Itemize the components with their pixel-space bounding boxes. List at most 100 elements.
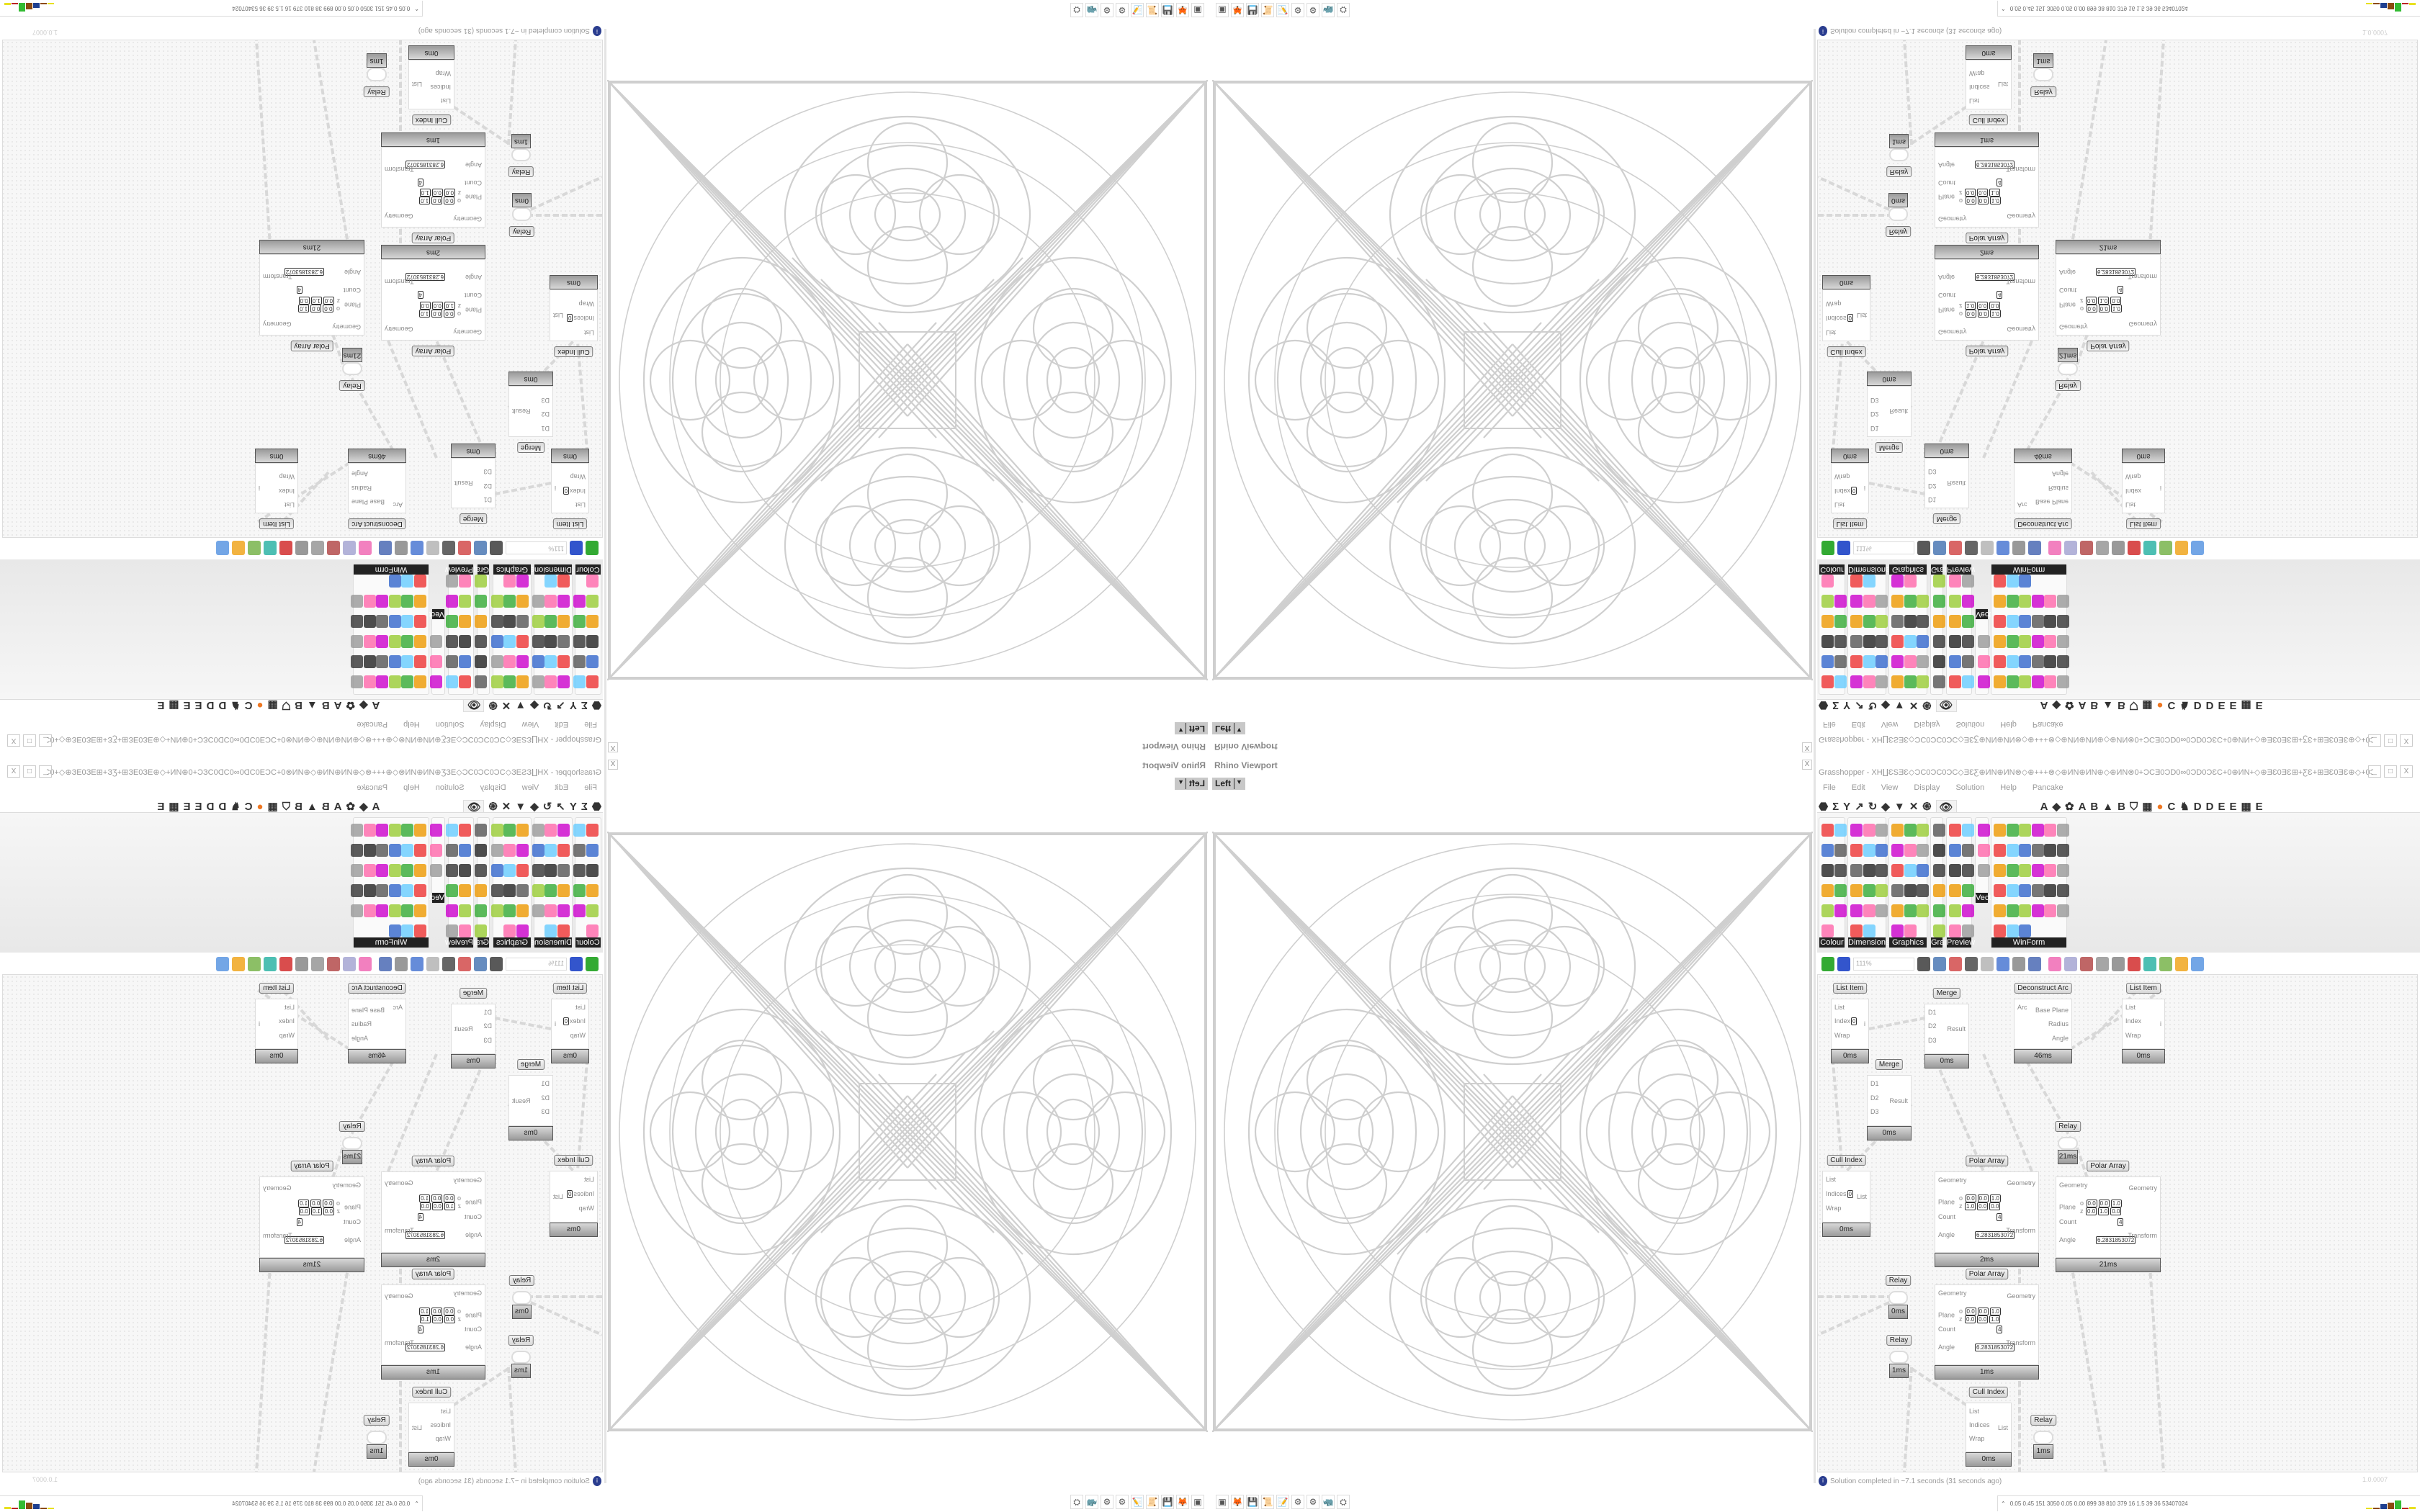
component-icon[interactable]	[516, 615, 529, 628]
ribbon-panel-label[interactable]: Preview	[444, 564, 473, 575]
port-value[interactable]: 0	[567, 1190, 573, 1198]
component-icon[interactable]	[2019, 655, 2031, 668]
tab-icon[interactable]: Σ	[581, 699, 588, 712]
merge-label[interactable]: Merge	[516, 442, 545, 453]
maximize-button[interactable]: □	[2384, 765, 2397, 778]
red-app-icon[interactable]: ⛭	[1070, 3, 1083, 17]
input-port-list[interactable]: List	[2125, 501, 2136, 508]
component-icon[interactable]	[389, 844, 401, 857]
input-port-d3[interactable]: D3	[541, 1108, 550, 1115]
input-port-d2[interactable]: D2	[1870, 410, 1879, 418]
component-icon[interactable]	[2056, 635, 2069, 648]
plane-z-x[interactable]: 1.0	[1965, 1202, 1976, 1211]
component-icon[interactable]	[1961, 675, 1974, 688]
zoom-input[interactable]: 111%	[1853, 958, 1914, 971]
component-icon[interactable]	[1933, 575, 1945, 588]
component-icon[interactable]	[544, 824, 557, 837]
component-icon[interactable]	[586, 615, 599, 628]
input-port-count[interactable]: Count 4	[1938, 1326, 2003, 1333]
deconstruct-arc-label[interactable]: Deconstruct Arc	[348, 518, 406, 529]
toolbar-icon[interactable]	[1821, 541, 1834, 555]
close-viewport-button[interactable]: X	[608, 760, 618, 770]
tab-icon[interactable]: Σ	[1832, 800, 1839, 813]
component-icon[interactable]	[1994, 884, 2006, 897]
tab-icon[interactable]: ◆	[359, 801, 368, 813]
merge-component[interactable]: D1 D2 D3 Result	[1867, 386, 1912, 437]
output-port-list[interactable]: List	[1997, 81, 2008, 89]
component-icon[interactable]	[1949, 824, 1961, 837]
tab-icon[interactable]: E	[2218, 800, 2226, 813]
component-icon[interactable]	[2006, 575, 2019, 588]
ribbon-panel-label[interactable]: Grap..	[1931, 564, 1953, 575]
tab-icon[interactable]: ▼	[515, 800, 526, 813]
component-icon[interactable]	[544, 864, 557, 877]
toolbar-icon[interactable]	[2112, 541, 2125, 555]
plane-o-x[interactable]: 0.0	[2086, 304, 2097, 312]
component-icon[interactable]	[351, 904, 364, 917]
component-icon[interactable]	[1961, 924, 1974, 937]
component-icon[interactable]	[1891, 635, 1904, 648]
toolbar-icon[interactable]	[2012, 957, 2025, 971]
component-icon[interactable]	[414, 615, 426, 628]
output-port-list[interactable]: List	[1856, 1193, 1867, 1200]
input-port-count[interactable]: Count 4	[1938, 1212, 2003, 1221]
scroll-icon[interactable]: 📜	[1146, 3, 1159, 17]
toolbar-icon[interactable]	[2080, 541, 2093, 555]
output-port-transform[interactable]: Transform	[2006, 278, 2035, 286]
deconstruct-arc-label[interactable]: Deconstruct Arc	[2014, 983, 2072, 994]
cull-index-component[interactable]: List Indices Wrap List	[408, 60, 454, 109]
tab-icon[interactable]: ✿	[2064, 801, 2074, 813]
component-icon[interactable]	[414, 675, 426, 688]
component-icon[interactable]	[1949, 864, 1961, 877]
component-icon[interactable]	[557, 595, 570, 608]
menu-view[interactable]: View	[1881, 720, 1899, 729]
plane-z-x[interactable]: 1.0	[444, 301, 455, 310]
output-port-result[interactable]: Result	[454, 480, 473, 487]
component-icon[interactable]	[459, 635, 471, 648]
component-icon[interactable]	[586, 655, 599, 668]
menu-solution[interactable]: Solution	[435, 720, 465, 729]
relay-component[interactable]	[367, 1431, 387, 1444]
ribbon-panel-label[interactable]: Vect..	[424, 609, 444, 619]
menu-display[interactable]: Display	[1914, 720, 1940, 729]
component-icon[interactable]	[1933, 655, 1945, 668]
component-icon[interactable]	[376, 844, 389, 857]
rhino-icon[interactable]: 🦏	[1322, 3, 1335, 17]
component-icon[interactable]	[401, 595, 414, 608]
component-icon[interactable]	[1821, 675, 1834, 688]
view-dropdown[interactable]: Left ▼	[1175, 722, 1208, 734]
tab-icon[interactable]: 👁	[1935, 698, 1957, 713]
component-icon[interactable]	[414, 655, 426, 668]
component-icon[interactable]	[2044, 635, 2056, 648]
output-port-geometry[interactable]: Geometry	[385, 1292, 413, 1300]
relay-component[interactable]	[512, 1291, 532, 1305]
component-icon[interactable]	[544, 844, 557, 857]
component-icon[interactable]	[364, 864, 376, 877]
relay-label[interactable]: Relay	[2030, 86, 2056, 97]
plane-z-z[interactable]: 1.0	[419, 189, 431, 197]
ribbon-panel-label[interactable]: Colour	[1819, 937, 1845, 948]
menu-edit[interactable]: Edit	[555, 783, 569, 792]
list-item-label[interactable]: List Item	[552, 518, 588, 529]
input-port-d3[interactable]: D3	[1870, 1108, 1879, 1115]
input-port-indices[interactable]: Indices	[430, 84, 451, 91]
component-icon[interactable]	[351, 675, 364, 688]
component-icon[interactable]	[1961, 635, 1974, 648]
plane-z-z[interactable]: 0.0	[1989, 1202, 2001, 1211]
toolbar-icon[interactable]	[2159, 957, 2172, 971]
toolbar-icon[interactable]	[232, 541, 245, 555]
relay-label[interactable]: Relay	[508, 226, 535, 237]
toolbar-icon[interactable]	[379, 957, 392, 971]
component-icon[interactable]	[1834, 844, 1847, 857]
component-icon[interactable]	[2019, 824, 2031, 837]
component-icon[interactable]	[1933, 864, 1945, 877]
toolbar-icon[interactable]	[458, 541, 471, 555]
component-icon[interactable]	[532, 615, 544, 628]
